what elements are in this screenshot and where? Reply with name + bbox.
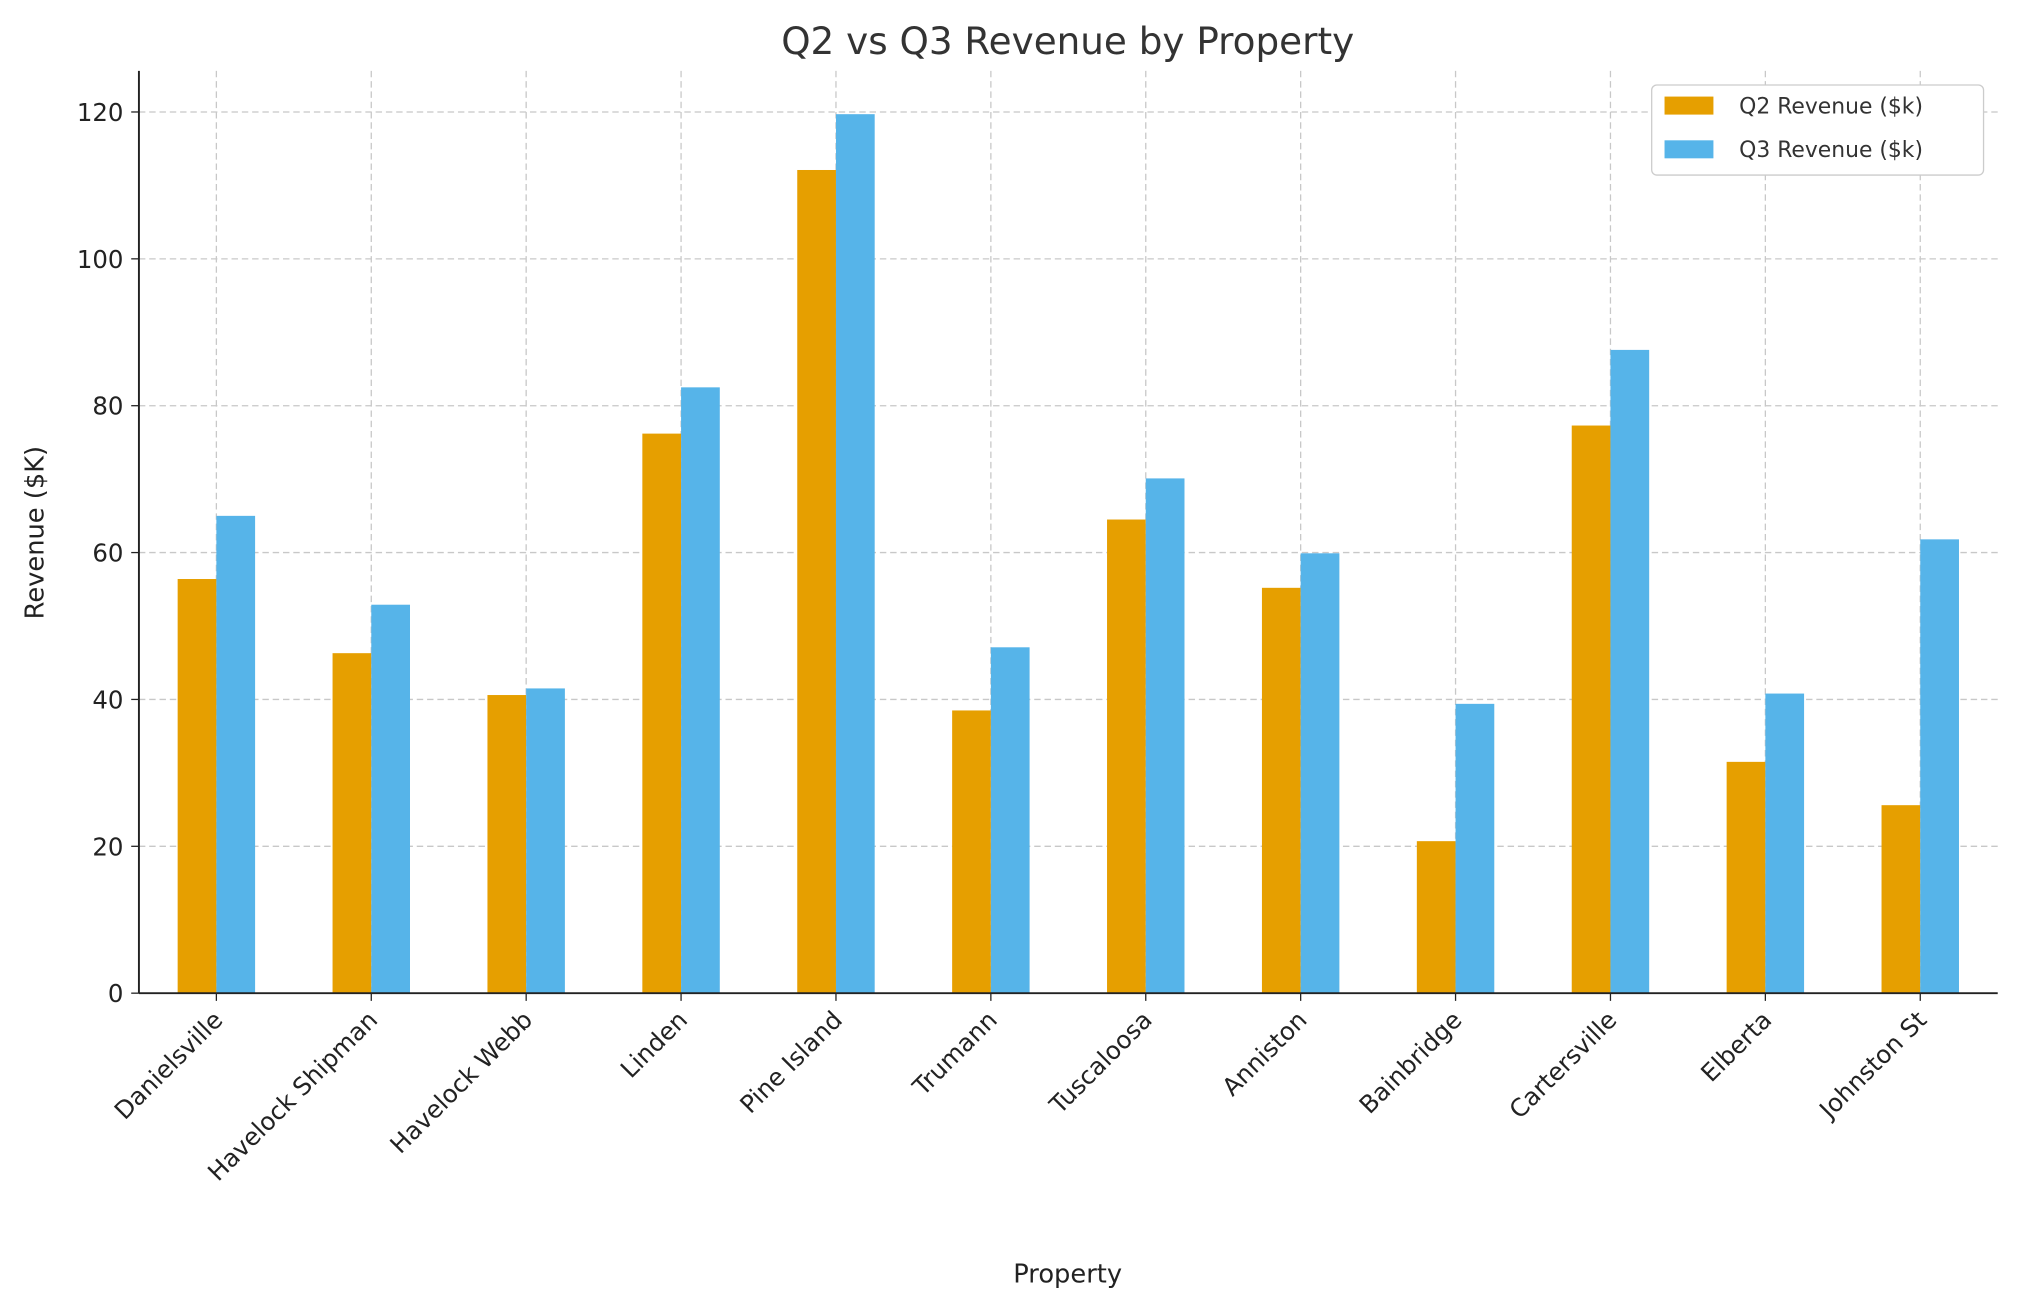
- x-tick-label: Bainbridge: [1353, 1005, 1467, 1119]
- x-tick-label: Tuscaloosa: [1043, 1005, 1158, 1120]
- q3-bar-tuscaloosa: [1145, 478, 1185, 994]
- y-tick-label: 60: [92, 539, 123, 568]
- x-tick-label: Pine Island: [734, 1005, 848, 1119]
- x-tick-label: Trumann: [906, 1005, 1003, 1102]
- q2-bar-trumann: [952, 710, 991, 994]
- q2-bar-havelock-webb: [487, 695, 527, 994]
- q3-bar-johnston-st: [1920, 539, 1959, 994]
- legend-label-q3: Q3 Revenue ($k): [1739, 138, 1923, 163]
- q2-bar-cartersville: [1571, 425, 1611, 994]
- q2-bar-havelock-shipman: [332, 653, 372, 994]
- legend: Q2 Revenue ($k) Q3 Revenue ($k): [1651, 84, 1985, 176]
- q2-bar-tuscaloosa: [1107, 519, 1146, 994]
- x-tick-label: Linden: [615, 1005, 693, 1083]
- legend-swatch-q2: [1664, 96, 1714, 115]
- legend-box: [1651, 84, 1985, 176]
- x-tick-label: Elberta: [1695, 1005, 1777, 1087]
- q2-bar-linden: [642, 433, 682, 994]
- chart-title: Q2 vs Q3 Revenue by Property: [781, 19, 1354, 63]
- y-tick-label: 80: [92, 392, 123, 421]
- legend-swatch-q3: [1664, 140, 1714, 159]
- y-tick-label: 0: [108, 979, 124, 1008]
- y-tick-label: 40: [92, 685, 123, 714]
- x-tick-label: Anniston: [1216, 1005, 1312, 1101]
- bars: [177, 114, 1959, 994]
- q3-bar-danielsville: [216, 515, 256, 994]
- q2-bar-danielsville: [177, 579, 217, 994]
- q2-bar-elberta: [1726, 761, 1766, 994]
- q2-bar-johnston-st: [1881, 805, 1921, 994]
- q3-bar-elberta: [1765, 693, 1805, 994]
- y-tick-label: 20: [92, 832, 123, 861]
- q2-bar-bainbridge: [1416, 841, 1456, 994]
- q2-bar-anniston: [1261, 587, 1301, 994]
- y-tick-label: 100: [77, 245, 124, 274]
- x-tick-label: Johnston St: [1812, 1005, 1932, 1125]
- x-tick-label: Danielsville: [108, 1005, 228, 1125]
- x-tick-label: Cartersville: [1503, 1005, 1622, 1124]
- y-tick-label: 120: [77, 98, 124, 127]
- y-axis-label: Revenue ($K): [21, 446, 51, 619]
- x-tick-label: Havelock Webb: [384, 1005, 538, 1159]
- x-axis-label: Property: [1013, 1260, 1122, 1290]
- q3-bar-havelock-webb: [526, 688, 565, 994]
- q3-bar-bainbridge: [1455, 703, 1495, 994]
- q3-bar-anniston: [1300, 553, 1340, 994]
- legend-label-q2: Q2 Revenue ($k): [1739, 94, 1923, 119]
- q3-bar-havelock-shipman: [371, 604, 410, 994]
- grid: [138, 70, 1998, 994]
- x-tick-label: Havelock Shipman: [202, 1005, 383, 1186]
- q3-bar-trumann: [990, 647, 1030, 994]
- q2-bar-pine-island: [797, 169, 836, 994]
- q3-bar-cartersville: [1610, 349, 1650, 994]
- q3-bar-linden: [681, 387, 720, 994]
- q3-bar-pine-island: [835, 114, 875, 994]
